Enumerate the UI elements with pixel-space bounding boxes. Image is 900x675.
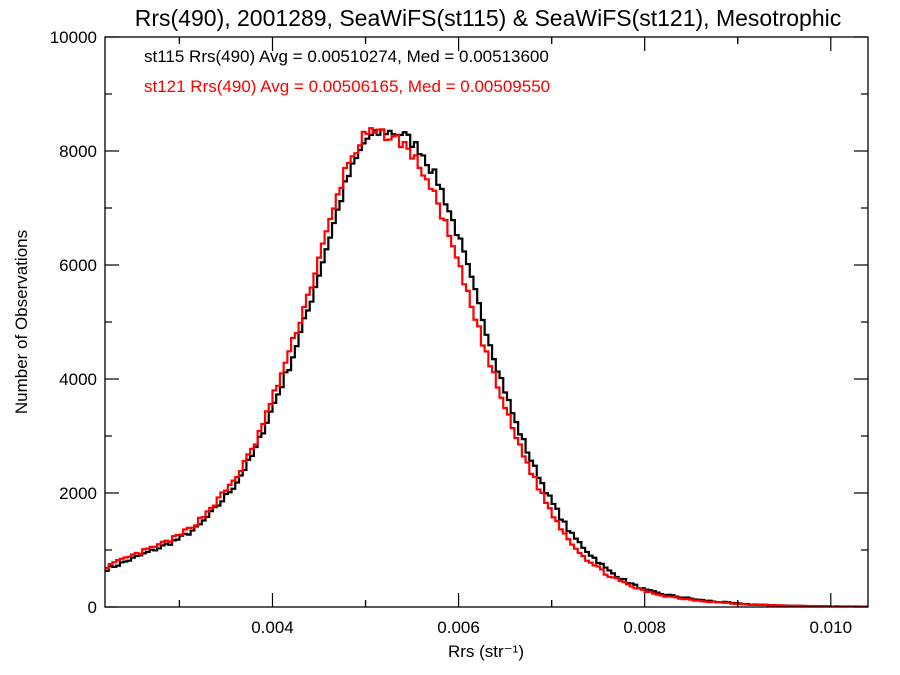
- y-tick-label: 6000: [59, 256, 97, 275]
- x-axis-label: Rrs (str⁻¹): [448, 642, 524, 661]
- series-line-st115: [105, 128, 868, 607]
- chart-title: Rrs(490), 2001289, SeaWiFS(st115) & SeaW…: [135, 5, 841, 31]
- x-tick-label: 0.004: [251, 618, 294, 637]
- y-tick-label: 10000: [50, 28, 97, 47]
- series-line-st121: [105, 127, 868, 607]
- y-tick-label: 4000: [59, 370, 97, 389]
- plot-frame: [104, 36, 869, 608]
- x-tick-label: 0.006: [437, 618, 480, 637]
- y-tick-label: 0: [88, 598, 97, 617]
- annotation-st115: st115 Rrs(490) Avg = 0.00510274, Med = 0…: [144, 47, 549, 66]
- x-tick-label: 0.010: [810, 618, 853, 637]
- annotation-st121: st121 Rrs(490) Avg = 0.00506165, Med = 0…: [144, 77, 550, 96]
- y-tick-label: 2000: [59, 484, 97, 503]
- y-tick-label: 8000: [59, 142, 97, 161]
- y-axis-label: Number of Observations: [12, 230, 31, 414]
- x-tick-label: 0.008: [623, 618, 666, 637]
